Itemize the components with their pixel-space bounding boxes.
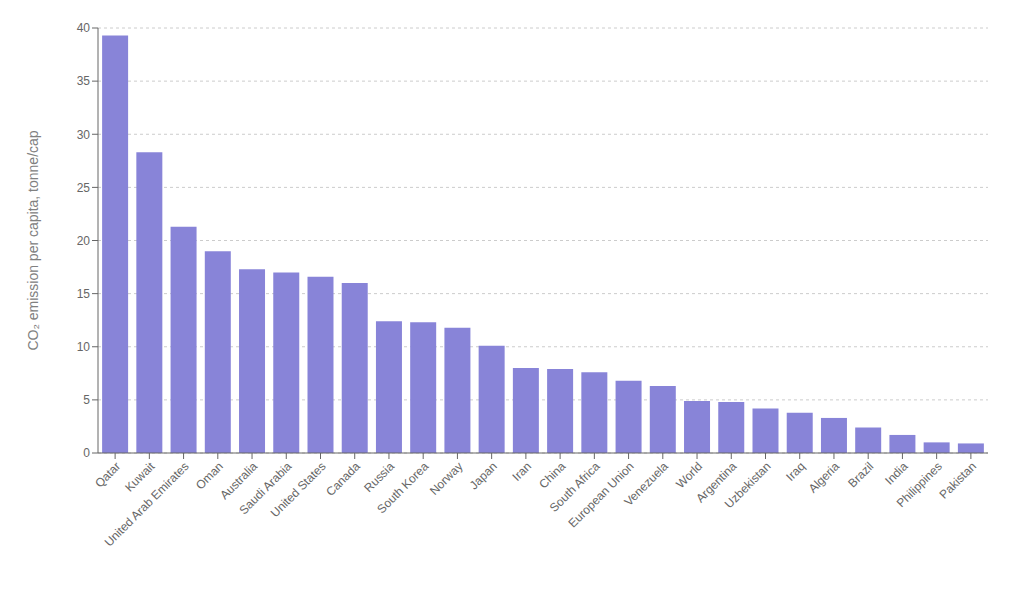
svg-text:Uzbekistan: Uzbekistan — [722, 459, 774, 511]
svg-text:Australia: Australia — [217, 459, 261, 503]
svg-text:20: 20 — [77, 234, 91, 248]
svg-text:10: 10 — [77, 340, 91, 354]
svg-text:Canada: Canada — [323, 459, 363, 499]
svg-text:India: India — [882, 459, 911, 488]
svg-text:40: 40 — [77, 21, 91, 35]
svg-text:30: 30 — [77, 128, 91, 142]
svg-text:Saudi Arabia: Saudi Arabia — [236, 459, 295, 518]
svg-text:South Korea: South Korea — [374, 459, 431, 516]
svg-text:0: 0 — [83, 446, 90, 460]
svg-text:United States: United States — [268, 459, 329, 520]
svg-text:China: China — [536, 459, 568, 491]
svg-text:5: 5 — [83, 393, 90, 407]
svg-text:35: 35 — [77, 74, 91, 88]
svg-text:European Union: European Union — [565, 459, 637, 531]
svg-text:Kuwait: Kuwait — [122, 459, 158, 495]
svg-text:Pakistan: Pakistan — [937, 459, 979, 501]
svg-text:25: 25 — [77, 181, 91, 195]
svg-text:United Arab Emirates: United Arab Emirates — [102, 459, 192, 549]
svg-text:Oman: Oman — [192, 459, 226, 493]
svg-text:Argentina: Argentina — [693, 459, 740, 506]
svg-text:Iran: Iran — [510, 459, 535, 484]
svg-text:15: 15 — [77, 287, 91, 301]
svg-text:Venezuela: Venezuela — [621, 459, 671, 509]
svg-text:South Africa: South Africa — [546, 459, 603, 515]
svg-text:Norway: Norway — [427, 459, 466, 498]
svg-text:Japan: Japan — [467, 459, 500, 492]
svg-text:Algeria: Algeria — [806, 459, 843, 496]
svg-text:Brazil: Brazil — [845, 459, 876, 490]
svg-text:Philippines: Philippines — [894, 459, 945, 510]
svg-text:Iraq: Iraq — [783, 459, 808, 484]
svg-text:CO₂ emission per capita, tonne: CO₂ emission per capita, tonne/cap — [25, 130, 41, 350]
svg-text:Russia: Russia — [361, 459, 398, 496]
svg-text:World: World — [673, 459, 705, 491]
svg-text:Qatar: Qatar — [92, 459, 123, 490]
